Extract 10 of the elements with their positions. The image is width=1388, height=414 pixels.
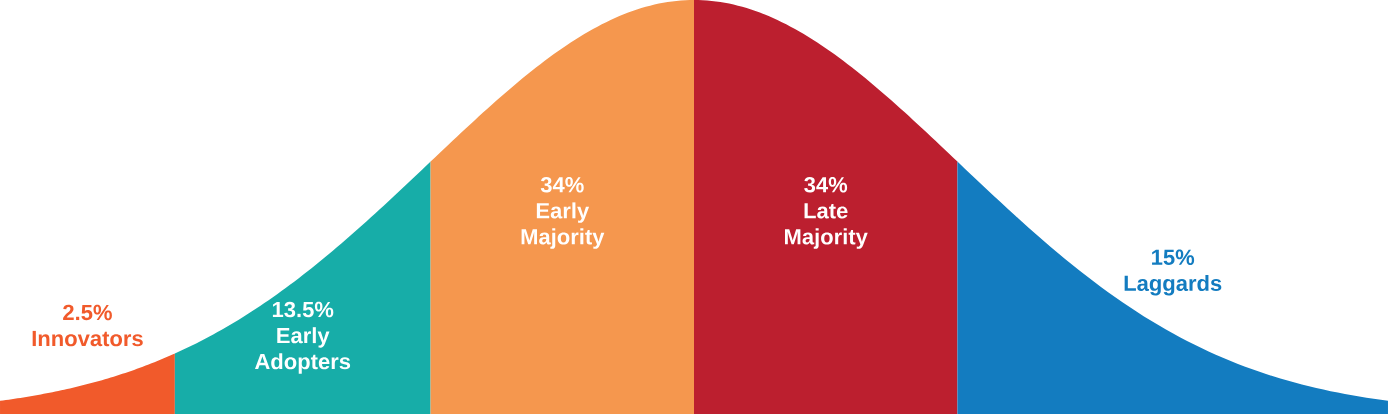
data-label: 13.5% xyxy=(272,301,334,318)
data-label: 2.5% xyxy=(63,304,112,321)
category-label: Innovators xyxy=(32,330,143,347)
category-label: Early Adopters xyxy=(254,327,351,374)
data-label: 34% xyxy=(540,176,584,193)
category-label: Early Majority xyxy=(521,202,605,249)
category-label: Laggards xyxy=(1124,274,1222,296)
data-label: 15% xyxy=(1152,249,1195,265)
category-label: Late Majority xyxy=(785,203,868,249)
data-label: 34% xyxy=(804,176,848,193)
